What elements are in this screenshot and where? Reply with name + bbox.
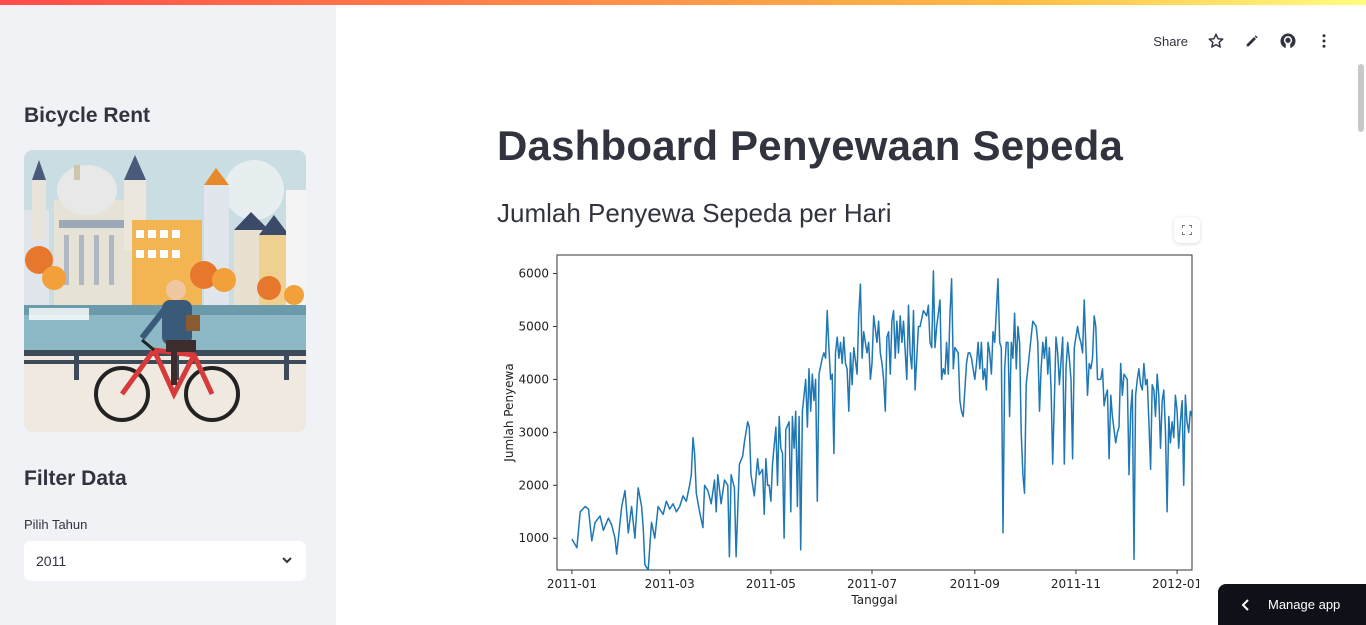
x-tick-label: 2011-11 — [1051, 577, 1101, 591]
y-tick-label: 2000 — [518, 478, 549, 492]
y-tick-label: 5000 — [518, 319, 549, 333]
x-tick-label: 2011-03 — [645, 577, 695, 591]
chevron-left-icon — [1241, 598, 1249, 611]
page-title: Dashboard Penyewaan Sepeda — [497, 122, 1124, 169]
share-button[interactable]: Share — [1153, 33, 1188, 49]
y-tick-label: 4000 — [518, 372, 549, 386]
github-icon[interactable] — [1270, 30, 1306, 52]
chart-section-title: Jumlah Penyewa Sepeda per Hari — [497, 198, 892, 228]
sidebar: Bicycle Rent — [0, 0, 336, 625]
y-tick-label: 3000 — [518, 425, 549, 439]
daily-rentals-chart: 1000 2000 3000 4000 5000 6000 2011-01 2011-03 20… — [502, 254, 1199, 607]
sidebar-title: Bicycle Rent — [24, 104, 151, 127]
edit-icon[interactable] — [1234, 30, 1270, 52]
y-tick-label: 1000 — [518, 531, 549, 545]
x-tick-label: 2012-01 — [1152, 577, 1199, 591]
app-toolbar: Share — [1153, 30, 1342, 52]
filter-title: Filter Data — [24, 467, 127, 490]
more-vertical-icon[interactable] — [1306, 30, 1342, 52]
star-icon[interactable] — [1198, 30, 1234, 52]
cyclist-illustration — [24, 150, 306, 432]
fullscreen-button[interactable] — [1174, 217, 1200, 243]
x-tick-label: 2011-07 — [847, 577, 897, 591]
fullscreen-icon — [1182, 225, 1192, 235]
manage-app-label: Manage app — [1268, 597, 1341, 612]
top-decoration-bar — [0, 0, 1366, 5]
page-scrollbar[interactable] — [1358, 64, 1364, 132]
y-axis-label: Jumlah Penyewa — [502, 363, 516, 462]
year-select[interactable]: 2011 — [24, 541, 306, 581]
plot-frame — [556, 254, 1193, 571]
y-tick-label: 6000 — [518, 267, 549, 281]
x-axis-label: Tanggal — [850, 593, 897, 607]
year-select-value: 2011 — [36, 553, 67, 569]
x-tick-label: 2011-05 — [746, 577, 796, 591]
series-line — [571, 270, 1193, 571]
x-tick-label: 2011-09 — [950, 577, 1000, 591]
year-select-label: Pilih Tahun — [24, 517, 88, 532]
manage-app-button[interactable]: Manage app — [1218, 584, 1366, 625]
x-tick-label: 2011-01 — [547, 577, 597, 591]
chevron-down-icon — [280, 553, 294, 570]
